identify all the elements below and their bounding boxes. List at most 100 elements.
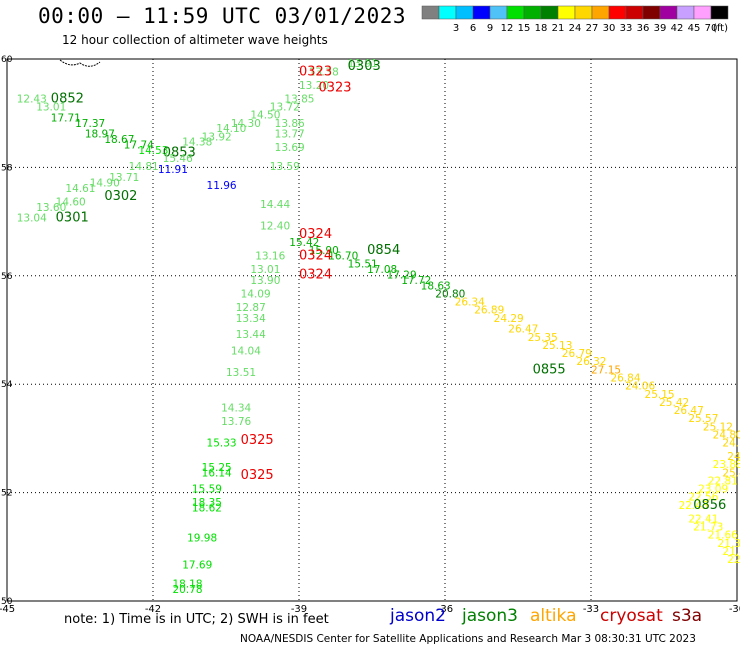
- legend-label: 30: [603, 23, 616, 34]
- legend-label: 24: [569, 23, 582, 34]
- wave-height-value: 15.25: [202, 462, 232, 474]
- lat-tick-label: 60: [1, 55, 13, 65]
- wave-height-value: 14.81: [129, 161, 159, 173]
- footer-note: note: 1) Time is in UTC; 2) SWH is in fe…: [64, 612, 329, 627]
- pass-time-label: 0854: [367, 243, 400, 258]
- wave-height-value: 18.67: [104, 134, 134, 146]
- wave-height-value: 13.04: [17, 213, 47, 225]
- wave-height-value: 25.15: [645, 389, 675, 401]
- legend-label: 9: [487, 23, 493, 34]
- wave-height-value: 14.53: [138, 145, 168, 157]
- pass-time-label: 0325: [241, 468, 274, 483]
- legend-label: 18: [535, 23, 548, 34]
- pass-time-label: 0324: [299, 227, 332, 242]
- legend-label: 33: [620, 23, 633, 34]
- wave-height-value: 13.69: [275, 142, 305, 154]
- map-frame: [6, 58, 738, 602]
- wave-height-value: 17.08: [367, 264, 397, 276]
- wave-height-value: 15.42: [289, 237, 319, 249]
- lat-tick-label: 56: [1, 272, 13, 282]
- color-legend: 3 6 9 12 15 18 21 24 27 30 33 36 39 42 45 70(ft): [421, 5, 729, 34]
- wave-height-value: 26.47: [674, 405, 704, 417]
- wave-height-value: 19.98: [187, 532, 217, 544]
- wave-height-value: 13.77: [275, 129, 305, 141]
- wave-height-value: 15.59: [192, 484, 222, 496]
- wave-height-value: 13.90: [250, 275, 280, 287]
- legend-label: 21: [552, 23, 565, 34]
- satellite-name: altika: [530, 606, 577, 626]
- wave-height-value: 25.41: [722, 467, 740, 479]
- wave-height-value: 22.81: [708, 475, 738, 487]
- wave-height-value: 12.43: [17, 93, 47, 105]
- wave-height-value: 13.86: [275, 118, 305, 130]
- wave-height-value: 13.85: [284, 93, 314, 105]
- wave-height-value: 11.91: [158, 164, 188, 176]
- wave-height-value: 21.85: [722, 546, 740, 558]
- legend-label: 27: [586, 23, 599, 34]
- wave-height-value: 15.51: [348, 259, 378, 271]
- lon-tick-label: -30: [729, 604, 740, 615]
- wave-height-value: 13.92: [202, 131, 232, 143]
- wave-height-value: 14.09: [241, 288, 271, 300]
- footer-credit: NOAA/NESDIS Center for Satellite Applica…: [240, 633, 696, 645]
- wave-height-value: 13.01: [250, 264, 280, 276]
- wave-height-value: 24.06: [625, 381, 655, 393]
- wave-height-value: 17.71: [51, 112, 81, 124]
- wave-height-value: 25.42: [659, 397, 689, 409]
- legend-label: 12: [501, 23, 514, 34]
- wave-height-value: 24.29: [494, 313, 524, 325]
- lat-tick-label: 54: [1, 380, 13, 390]
- wave-height-value: 17.72: [401, 275, 431, 287]
- wave-height-value: 26.84: [610, 372, 640, 384]
- legend-label: 3: [453, 23, 459, 34]
- lat-tick-label: 50: [1, 597, 13, 607]
- pass-time-label: 0855: [533, 362, 566, 377]
- legend-label: 42: [671, 23, 684, 34]
- wave-height-value: 26.79: [562, 348, 592, 360]
- pass-time-label: 0323: [299, 64, 332, 79]
- page-subtitle: 12 hour collection of altimeter wave hei…: [62, 33, 328, 47]
- wave-height-value: 13.16: [255, 251, 285, 263]
- wave-height-value: 17.69: [182, 559, 212, 571]
- wave-height-value: 26.89: [474, 305, 504, 317]
- wave-height-value: 24.80: [713, 429, 740, 441]
- wave-height-value: 17.74: [124, 139, 154, 151]
- wave-height-value: 21.66: [708, 530, 738, 542]
- pass-time-label: 0301: [56, 211, 89, 226]
- pass-time-label: 0302: [104, 189, 137, 204]
- wave-height-value: 13.01: [36, 101, 66, 113]
- pass-time-label: 0325: [241, 433, 274, 448]
- pass-time-label: 0324: [299, 268, 332, 283]
- satellite-name: jason3: [462, 606, 518, 626]
- wave-height-value: 13.38: [309, 66, 339, 78]
- wave-height-value: 14.90: [90, 177, 120, 189]
- wave-height-value: 11.96: [207, 180, 237, 192]
- wave-height-value: 21.73: [693, 522, 723, 534]
- wave-height-value: 14.10: [216, 123, 246, 135]
- wave-height-value: 13.51: [226, 367, 256, 379]
- legend-label: 39: [654, 23, 667, 34]
- wave-height-value: 25.12: [703, 421, 733, 433]
- wave-height-value: 15.46: [163, 153, 193, 165]
- wave-height-value: 13.34: [236, 313, 266, 325]
- wave-height-value: 25.57: [688, 413, 718, 425]
- wave-height-value: 14.04: [231, 345, 261, 357]
- wave-height-value: 23.09: [698, 484, 728, 496]
- legend-label: 6: [470, 23, 476, 34]
- wave-height-value: 12.87: [236, 302, 266, 314]
- wave-height-value: 14.50: [250, 110, 280, 122]
- wave-height-value: 14.34: [221, 402, 251, 414]
- lon-tick-label: -36: [437, 604, 453, 615]
- wave-height-value: 14.30: [231, 118, 261, 130]
- wave-height-value: 13.44: [236, 329, 266, 341]
- wave-height-value: 27.15: [591, 364, 621, 376]
- wave-height-value: 14.60: [56, 196, 86, 208]
- pass-time-label: 0856: [693, 498, 726, 513]
- legend-swatch: [710, 5, 729, 20]
- legend-unit: (ft): [713, 23, 728, 34]
- satellite-name: s3a: [672, 606, 703, 626]
- satellite-name: jason2: [390, 606, 446, 626]
- wave-height-value: 26.34: [455, 297, 485, 309]
- pass-time-label: 0323: [318, 81, 351, 96]
